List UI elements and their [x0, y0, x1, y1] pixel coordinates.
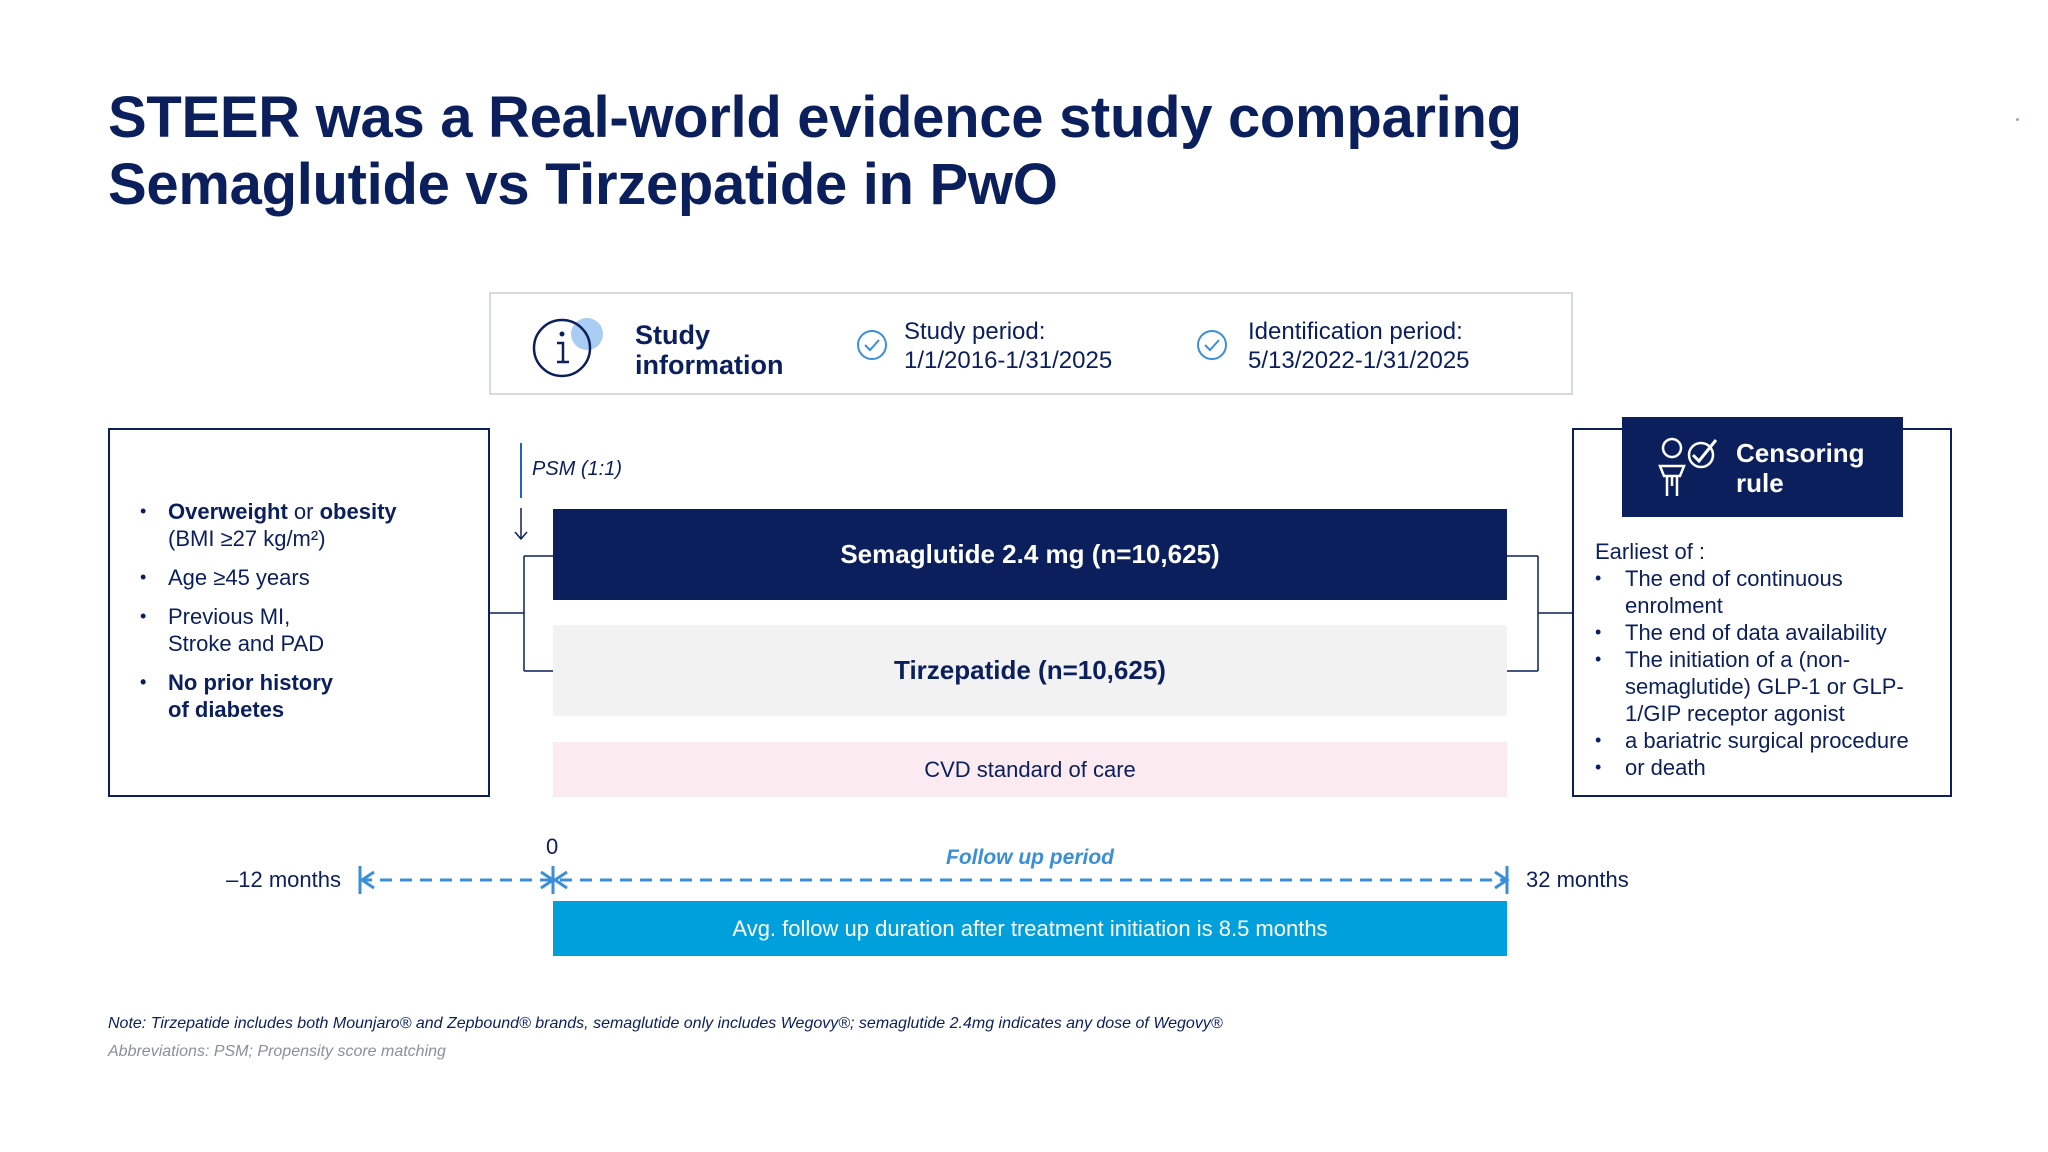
- tirzepatide-arm-bar: Tirzepatide (n=10,625): [553, 625, 1507, 716]
- study-info-box: [489, 292, 1573, 395]
- censoring-item: The end of continuous enrolment: [1595, 565, 1945, 619]
- check-circle-icon: [1197, 330, 1227, 360]
- timeline-start-label: –12 months: [226, 867, 341, 892]
- page-title: STEER was a Real-world evidence study co…: [108, 84, 1708, 218]
- timeline-end-label: 32 months: [1526, 867, 1629, 892]
- criterion-overweight: Overweight or obesity (BMI ≥27 kg/m²): [140, 498, 480, 552]
- arrow-down-icon: [514, 508, 528, 541]
- censoring-title-line2: rule: [1736, 468, 1784, 498]
- study-info-heading-line1: Study: [635, 320, 711, 350]
- censoring-rule-title: Censoring rule: [1736, 438, 1865, 498]
- criterion-obesity-bold: obesity: [319, 499, 397, 524]
- psm-indicator-line: [520, 443, 522, 498]
- title-line-2: Semaglutide vs Tirzepatide in PwO: [108, 152, 1058, 217]
- criterion-diabetes-line1: No prior history: [168, 670, 334, 695]
- criterion-no-diabetes: No prior history of diabetes: [140, 669, 480, 723]
- criterion-age-text: Age ≥45 years: [168, 565, 310, 590]
- criterion-or: or: [287, 499, 320, 524]
- criterion-previous-line2: Stroke and PAD: [168, 631, 325, 656]
- identification-period-value: 5/13/2022-1/31/2025: [1248, 347, 1470, 374]
- censoring-title-line1: Censoring: [1736, 438, 1865, 468]
- study-period-label: Study period:: [904, 318, 1046, 345]
- semaglutide-arm-bar: Semaglutide 2.4 mg (n=10,625): [553, 509, 1507, 600]
- censoring-intro: Earliest of :: [1595, 539, 1706, 564]
- criterion-previous-line1: Previous MI,: [168, 604, 291, 629]
- criterion-previous-events: Previous MI, Stroke and PAD: [140, 603, 480, 657]
- study-period-value: 1/1/2016-1/31/2025: [904, 347, 1113, 374]
- censoring-list: The end of continuous enrolment The end …: [1595, 565, 1945, 781]
- censoring-item: The end of data availability: [1595, 619, 1945, 646]
- censoring-person-check-icon: [1658, 437, 1718, 496]
- footnote: Note: Tirzepatide includes both Mounjaro…: [108, 1015, 1223, 1032]
- corner-dot: [2016, 118, 2019, 121]
- cvd-standard-of-care-bar: CVD standard of care: [553, 742, 1507, 797]
- censoring-item: a bariatric surgical procedure: [1595, 727, 1945, 754]
- study-info-heading: Study information: [635, 320, 784, 380]
- inclusion-criteria-list: Overweight or obesity (BMI ≥27 kg/m²) Ag…: [140, 498, 480, 735]
- follow-up-period-label: Follow up period: [946, 846, 1114, 869]
- abbreviations-note: Abbreviations: PSM; Propensity score mat…: [108, 1043, 446, 1060]
- censoring-item: The initiation of a (non-semaglutide) GL…: [1595, 646, 1945, 727]
- censoring-item: or death: [1595, 754, 1945, 781]
- criterion-age: Age ≥45 years: [140, 564, 480, 591]
- criterion-overweight-bold: Overweight: [168, 499, 288, 524]
- avg-follow-up-bar: Avg. follow up duration after treatment …: [553, 901, 1507, 956]
- study-info-heading-line2: information: [635, 350, 784, 380]
- check-circle-icon: [857, 330, 887, 360]
- psm-label: PSM (1:1): [532, 458, 623, 480]
- identification-period-label: Identification period:: [1248, 318, 1463, 345]
- info-icon: [532, 318, 603, 378]
- study-period: Study period: 1/1/2016-1/31/2025: [904, 317, 1112, 375]
- timeline-zero-label: 0: [546, 834, 559, 859]
- title-line-1: STEER was a Real-world evidence study co…: [108, 85, 1522, 150]
- identification-period: Identification period: 5/13/2022-1/31/20…: [1248, 317, 1470, 375]
- criterion-bmi: (BMI ≥27 kg/m²): [168, 526, 326, 551]
- criterion-diabetes-line2: of diabetes: [168, 697, 285, 722]
